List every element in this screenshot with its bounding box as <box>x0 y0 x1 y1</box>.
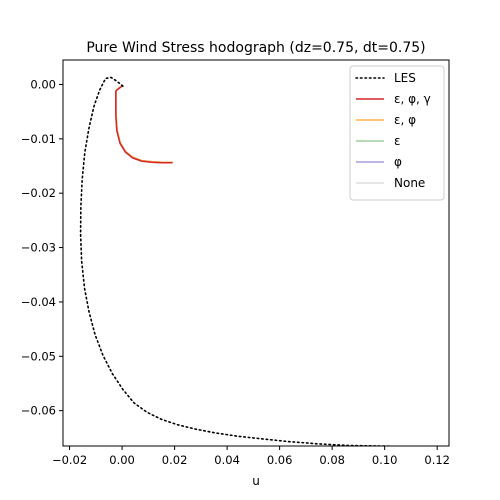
x-tick-label: −0.02 <box>52 453 87 467</box>
x-tick-label: 0.02 <box>162 453 188 467</box>
legend-label: ε, φ <box>394 113 416 127</box>
x-axis-label: u <box>252 474 260 488</box>
x-tick-label: 0.10 <box>372 453 398 467</box>
y-tick-label: −0.06 <box>21 404 56 418</box>
series-line-0 <box>79 76 434 446</box>
legend-label: None <box>394 176 425 190</box>
legend-label: LES <box>394 71 416 85</box>
y-axis-label: v <box>0 252 3 259</box>
x-tick-label: 0.06 <box>267 453 293 467</box>
legend-label: ε, φ, γ <box>394 92 431 106</box>
chart-title: Pure Wind Stress hodograph (dz=0.75, dt=… <box>86 40 425 56</box>
y-tick-label: −0.03 <box>21 241 56 255</box>
legend: LES ε, φ, γ ε, φ εφ None <box>349 65 445 201</box>
y-tick-label: −0.04 <box>21 295 56 309</box>
x-tick-label: 0.08 <box>319 453 345 467</box>
series-line-1 <box>115 84 173 164</box>
axis-ticks: −0.02 0.00 0.02 0.04 0.06 0.08 0.10 0.12 0.00 −0.… <box>21 77 450 467</box>
legend-label: φ <box>394 155 402 169</box>
plot-area <box>79 76 434 446</box>
axes-frame <box>62 59 450 447</box>
y-tick-label: 0.00 <box>30 77 56 91</box>
y-tick-label: −0.05 <box>21 349 56 363</box>
legend-label: ε <box>394 134 401 148</box>
x-tick-label: 0.00 <box>109 453 135 467</box>
x-tick-label: 0.04 <box>214 453 240 467</box>
x-tick-label: 0.12 <box>424 453 450 467</box>
y-tick-label: −0.02 <box>21 186 56 200</box>
y-tick-label: −0.01 <box>21 132 56 146</box>
